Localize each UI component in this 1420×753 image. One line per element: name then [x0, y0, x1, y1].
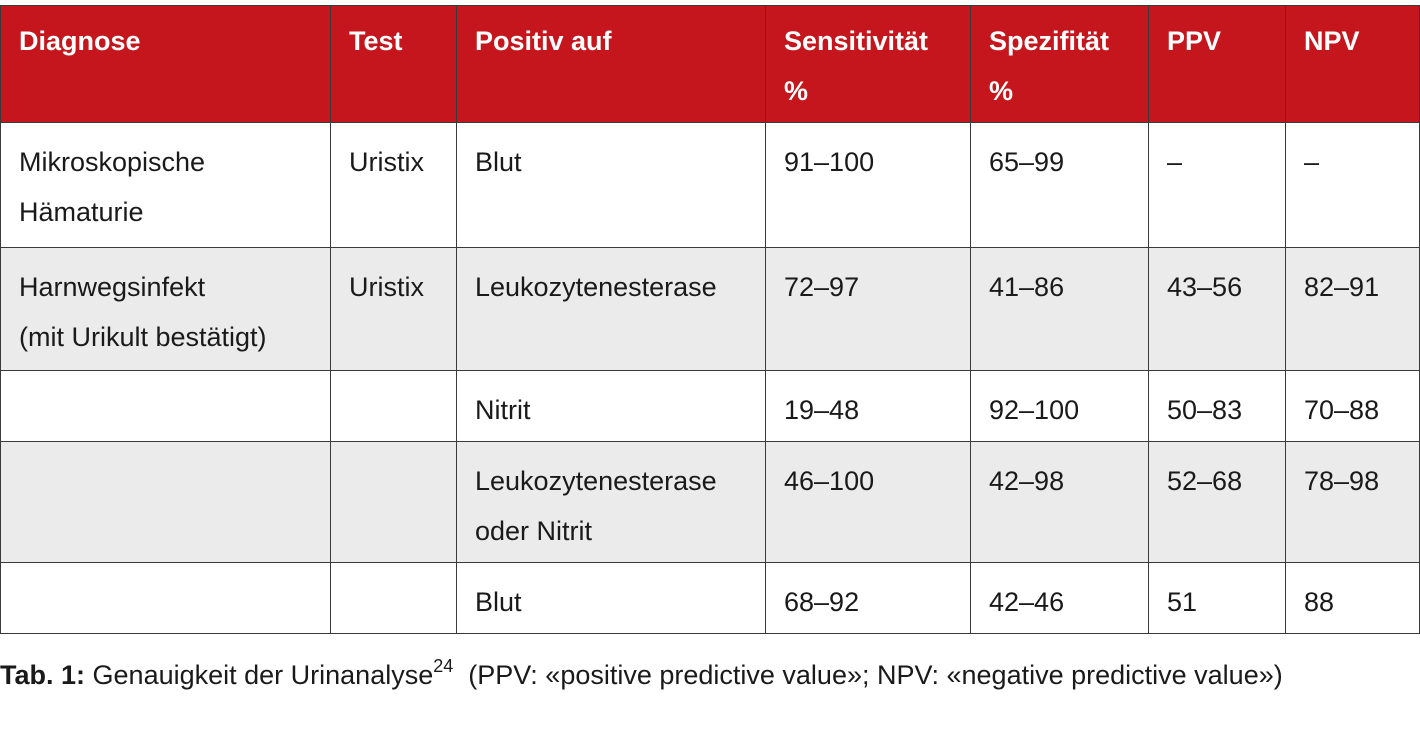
table-cell: [0, 370, 331, 442]
cell-line: 43–56: [1167, 272, 1243, 302]
table-cell: 92–100: [970, 370, 1149, 442]
cell-line: 46–100: [784, 466, 875, 496]
table-cell: Leukozytenesterase: [456, 247, 766, 371]
cell-line: 42–98: [989, 466, 1065, 496]
header-cell: Diagnose: [0, 5, 331, 123]
table-cell: Blut: [456, 122, 766, 248]
cell-line: NPV: [1304, 26, 1360, 56]
cell-line: Sensitivität: [784, 26, 929, 56]
table-cell: Leukozytenesterase oder Nitrit: [456, 441, 766, 563]
table-cell: 46–100: [765, 441, 971, 563]
table-cell: 91–100: [765, 122, 971, 248]
cell-line: Uristix: [349, 272, 424, 302]
table-cell: 50–83: [1148, 370, 1286, 442]
caption: Tab. 1: Genauigkeit der Urinanalyse24 (P…: [0, 650, 1400, 700]
header-row: Diagnose Test Positiv auf Sensitivität% Spez…: [0, 5, 1420, 123]
cell-line: Uristix: [349, 147, 424, 177]
cell-line: 42–46: [989, 587, 1065, 617]
table-cell: 19–48: [765, 370, 971, 442]
table-cell: Nitrit: [456, 370, 766, 442]
cell-line: Blut: [475, 587, 522, 617]
table-cell: 70–88: [1285, 370, 1420, 442]
table-cell: 42–98: [970, 441, 1149, 563]
cell-line: Nitrit: [475, 395, 531, 425]
caption-label: Tab. 1:: [0, 660, 86, 690]
header-cell: Sensitivität%: [765, 5, 971, 123]
cell-line: Leukozytenesterase: [475, 466, 717, 496]
cell-line: –: [1167, 147, 1183, 177]
cell-line: %: [784, 76, 809, 106]
cell-line: 19–48: [784, 395, 860, 425]
caption-text: Genauigkeit der Urinanalyse: [92, 660, 434, 690]
table-cell: –: [1285, 122, 1420, 248]
table-cell: [330, 562, 457, 634]
table-row: Mikroskopische Hämaturie Uristix Blut 91–100…: [0, 122, 1420, 248]
cell-line: 41–86: [989, 272, 1065, 302]
cell-line: Blut: [475, 147, 522, 177]
table-cell: 88: [1285, 562, 1420, 634]
accuracy-table: Diagnose Test Positiv auf Sensitivität% Spez…: [0, 5, 1420, 634]
table-cell: Mikroskopische Hämaturie: [0, 122, 331, 248]
table-cell: Harnwegsinfekt (mit Urikult bestätigt): [0, 247, 331, 371]
header-cell: PPV: [1148, 5, 1286, 123]
cell-line: Positiv auf: [475, 26, 612, 56]
cell-line: PPV: [1167, 26, 1222, 56]
cell-line: Leukozytenesterase: [475, 272, 717, 302]
cell-line: Spezifität: [989, 26, 1110, 56]
cell-line: 72–97: [784, 272, 860, 302]
header-cell: Test: [330, 5, 457, 123]
table-row: Nitrit 19–48 92–100 50–83 70–88: [0, 370, 1420, 442]
table-cell: [0, 562, 331, 634]
table-row: Harnwegsinfekt (mit Urikult bestätigt) Uri…: [0, 247, 1420, 371]
cell-line: 91–100: [784, 147, 875, 177]
caption-ref: 24: [433, 656, 454, 676]
cell-line: 52–68: [1167, 466, 1243, 496]
cell-line: –: [1304, 147, 1320, 177]
cell-line: oder Nitrit: [475, 516, 593, 546]
cell-line: 65–99: [989, 147, 1065, 177]
table-cell: 51: [1148, 562, 1286, 634]
table-cell: 41–86: [970, 247, 1149, 371]
cell-line: Harnwegsinfekt: [19, 272, 206, 302]
table-cell: [0, 441, 331, 563]
cell-line: %: [989, 76, 1014, 106]
cell-line: 68–92: [784, 587, 860, 617]
table-cell: –: [1148, 122, 1286, 248]
table-cell: 72–97: [765, 247, 971, 371]
cell-line: 78–98: [1304, 466, 1380, 496]
cell-line: Mikroskopische: [19, 147, 206, 177]
table-row: Blut 68–92 42–46 51 88: [0, 562, 1420, 634]
cell-line: 50–83: [1167, 395, 1243, 425]
table-cell: 52–68: [1148, 441, 1286, 563]
table-cell: 65–99: [970, 122, 1149, 248]
header-cell: Spezifität%: [970, 5, 1149, 123]
caption-note: (PPV: «positive predictive value»; NPV: …: [468, 660, 1283, 690]
table-cell: 82–91: [1285, 247, 1420, 371]
header-cell: NPV: [1285, 5, 1420, 123]
cell-line: Test: [349, 26, 403, 56]
cell-line: 88: [1304, 587, 1335, 617]
table-cell: [330, 370, 457, 442]
table-cell: 78–98: [1285, 441, 1420, 563]
table-row: Leukozytenesterase oder Nitrit 46–100 42–98…: [0, 441, 1420, 563]
table-cell: [330, 441, 457, 563]
cell-line: Diagnose: [19, 26, 141, 56]
cell-line: (mit Urikult bestätigt): [19, 322, 267, 352]
cell-line: 92–100: [989, 395, 1080, 425]
table-cell: Blut: [456, 562, 766, 634]
header-cell: Positiv auf: [456, 5, 766, 123]
table-cell: 42–46: [970, 562, 1149, 634]
cell-line: 82–91: [1304, 272, 1380, 302]
table-cell: Uristix: [330, 122, 457, 248]
cell-line: Hämaturie: [19, 197, 144, 227]
cell-line: 51: [1167, 587, 1198, 617]
table-cell: 43–56: [1148, 247, 1286, 371]
cell-line: 70–88: [1304, 395, 1380, 425]
table-cell: Uristix: [330, 247, 457, 371]
table-cell: 68–92: [765, 562, 971, 634]
